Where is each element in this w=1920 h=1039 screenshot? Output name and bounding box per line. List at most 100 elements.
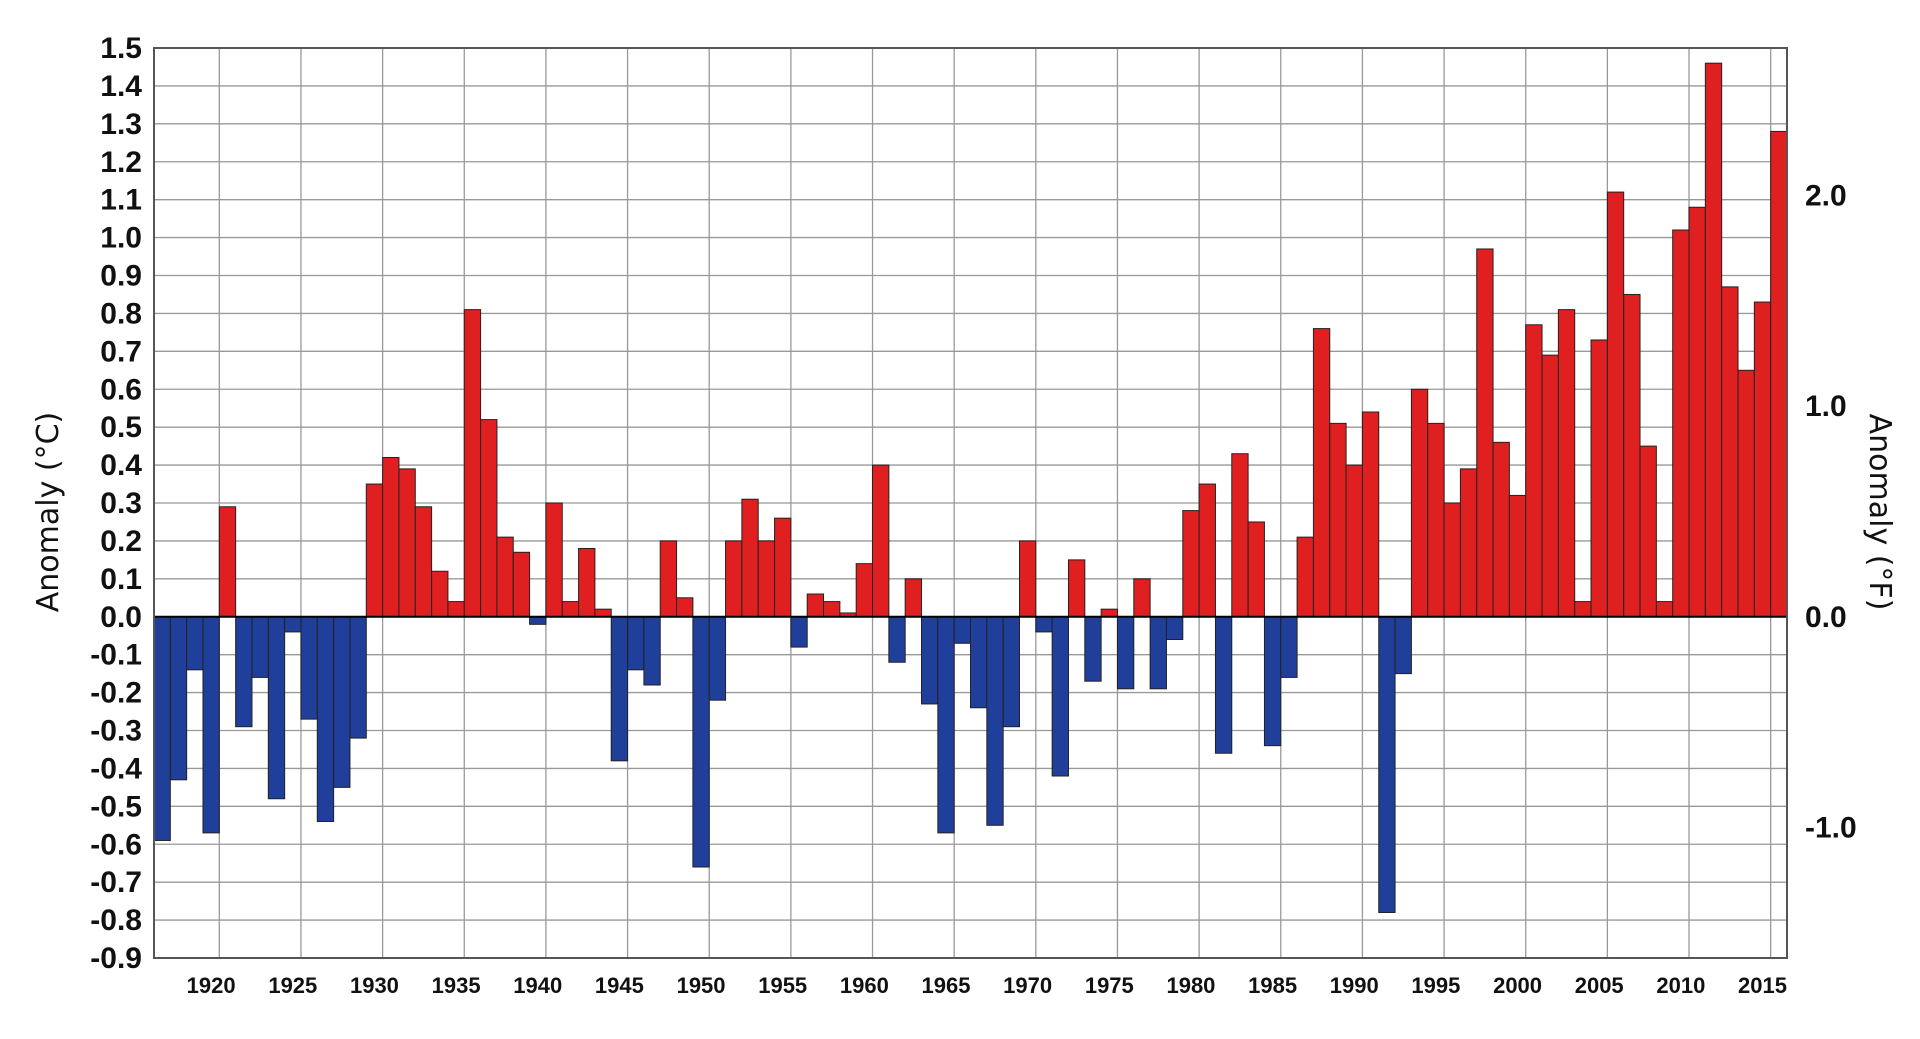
bar-1985 [1263,616,1282,747]
y-tick-label-right: 1.0 [1805,390,1847,423]
bar-1986 [1280,616,1298,678]
bar-1955 [774,517,792,618]
bar-1984 [1247,521,1265,618]
bar-1941 [545,502,563,618]
bar-1962 [888,616,906,663]
y-axis-label-left: Anomaly (°C) [31,412,66,612]
bar-1929 [349,616,367,739]
bar-1937 [480,419,498,618]
plot-border [153,47,1788,959]
bar-2001 [1525,324,1543,618]
bar-1924 [267,616,286,800]
bar-2006 [1606,191,1625,618]
x-tick-label: 1965 [922,973,971,998]
bar-1994 [1410,388,1429,618]
x-tick-label: 1980 [1166,973,1215,998]
left-y-ticks: 1.5 1.4 1.3 1.2 1.1 1.0 0.9 0.8 0.7 0.6 0.5 0.4 0.3 0… [90,32,142,975]
bar-1933 [414,506,433,618]
x-tick-label: 1990 [1330,973,1379,998]
x-tick-label: 2000 [1493,973,1542,998]
y-tick-label-left: 0.2 [100,525,142,558]
bars [153,62,1788,913]
bar-1996 [1443,502,1461,618]
x-tick-label: 1995 [1411,973,1460,998]
bar-2014 [1737,369,1755,618]
y-tick-label-left: 0.0 [100,601,142,634]
x-tick-label: 1950 [677,973,726,998]
bar-1936 [463,309,482,618]
y-tick-label-left: -0.8 [90,904,142,937]
bar-1992 [1378,616,1396,913]
x-tick-label: 1945 [595,973,644,998]
bar-1998 [1476,248,1494,618]
bar-1938 [496,536,514,618]
bar-1919 [186,616,204,671]
bar-1944 [594,608,612,618]
x-tick-label: 1935 [432,973,481,998]
bar-1925 [284,616,302,633]
y-tick-label-left: 1.4 [100,70,142,103]
bar-1945 [610,616,629,762]
bar-2015 [1753,301,1772,618]
y-axis-label-right: Anomaly (°F) [1862,414,1897,611]
y-tick-label-left: 1.5 [100,32,142,65]
bar-2007 [1623,293,1641,618]
bar-2002 [1541,354,1559,618]
bar-1956 [790,616,808,648]
bar-1969 [1002,616,1020,728]
bar-1943 [578,548,596,618]
y-tick-label-left: 1.1 [100,184,142,217]
bar-1964 [921,616,939,705]
bar-1990 [1345,464,1363,618]
x-tick-label: 1970 [1003,973,1052,998]
bar-1979 [1165,616,1184,640]
bar-1958 [823,601,841,618]
y-tick-label-left: 0.8 [100,297,142,330]
bar-1995 [1427,422,1445,618]
bar-1940 [529,616,547,625]
x-tick-label: 1930 [350,973,399,998]
bar-1949 [676,597,694,618]
bar-1961 [872,464,890,618]
bar-1973 [1067,559,1086,618]
bar-1926 [300,616,318,720]
x-tick-label: 1960 [840,973,889,998]
bar-1922 [235,616,253,728]
bar-2011 [1688,206,1706,618]
bar-1931 [382,457,400,618]
bar-1939 [512,551,531,618]
bar-1968 [986,616,1004,826]
bar-1997 [1459,468,1478,618]
y-tick-label-left: 0.7 [100,335,142,368]
bar-1965 [937,616,955,834]
y-tick-label-left: -0.1 [90,639,142,672]
bar-1975 [1100,608,1118,618]
bar-1960 [855,563,874,618]
bar-1950 [692,616,710,868]
x-tick-label: 1985 [1248,973,1297,998]
bar-1918 [169,616,188,781]
y-tick-label-left: 1.3 [100,108,142,141]
bar-1971 [1035,616,1053,633]
bar-1999 [1492,441,1510,618]
bar-1923 [251,616,269,678]
right-y-ticks: 2.0 1.0 0.0 -1.0 [1805,179,1857,844]
y-tick-label-left: -0.5 [90,790,142,823]
bar-1953 [741,498,759,618]
y-tick-label-left: 0.5 [100,411,142,444]
y-tick-label-left: 0.3 [100,487,142,520]
bar-1963 [904,578,923,618]
bar-2013 [1721,286,1739,618]
bar-1970 [1018,540,1037,618]
x-tick-label: 2015 [1738,973,1787,998]
bar-1982 [1214,616,1233,754]
y-tick-label-right: 0.0 [1805,601,1847,634]
bar-1920 [202,616,220,834]
bar-1974 [1084,616,1102,682]
bar-2012 [1704,62,1723,618]
bar-1967 [970,616,988,709]
bar-2008 [1639,445,1657,618]
y-tick-label-right: 2.0 [1805,179,1847,212]
bar-1983 [1231,453,1249,618]
